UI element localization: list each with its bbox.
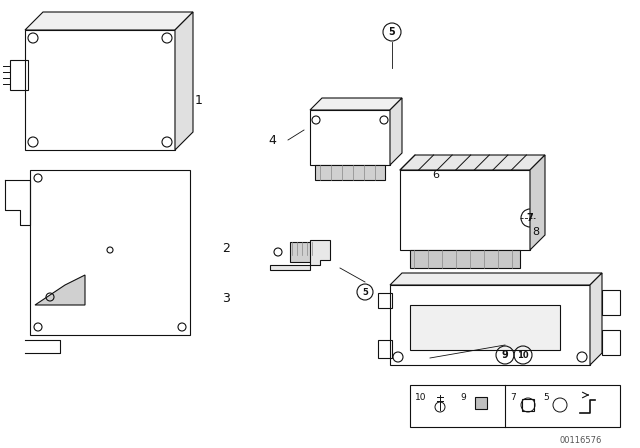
Text: 7: 7 — [527, 213, 533, 223]
Bar — [522, 399, 534, 411]
Bar — [602, 330, 620, 355]
Polygon shape — [270, 240, 330, 270]
Text: 9: 9 — [460, 392, 466, 401]
Polygon shape — [530, 155, 545, 250]
Text: 6: 6 — [432, 170, 439, 180]
Text: 5: 5 — [388, 27, 396, 37]
Text: 5: 5 — [362, 288, 368, 297]
Text: 10: 10 — [415, 392, 426, 401]
Bar — [410, 305, 560, 350]
Text: 8: 8 — [532, 227, 539, 237]
Bar — [315, 165, 385, 180]
Bar — [378, 293, 392, 308]
Bar — [475, 397, 487, 409]
Polygon shape — [400, 155, 545, 170]
Text: 4: 4 — [268, 134, 276, 146]
Bar — [310, 110, 390, 165]
Polygon shape — [25, 12, 193, 30]
Polygon shape — [175, 12, 193, 150]
Text: 1: 1 — [195, 94, 203, 107]
Bar — [390, 285, 590, 365]
Text: 3: 3 — [222, 292, 230, 305]
Text: 00116576: 00116576 — [560, 435, 602, 444]
Polygon shape — [590, 273, 602, 365]
Polygon shape — [390, 273, 602, 285]
Text: 10: 10 — [517, 350, 529, 359]
Polygon shape — [390, 98, 402, 165]
Bar — [410, 385, 620, 427]
Text: 7: 7 — [510, 392, 516, 401]
Bar — [602, 290, 620, 315]
Bar — [410, 250, 520, 268]
Bar — [10, 60, 28, 90]
Polygon shape — [310, 98, 402, 110]
Bar — [30, 170, 190, 335]
Text: 5: 5 — [543, 392, 548, 401]
Polygon shape — [35, 275, 85, 305]
Text: 2: 2 — [222, 241, 230, 254]
Bar — [400, 170, 530, 250]
Bar — [25, 30, 175, 150]
Bar — [290, 242, 318, 262]
Text: 9: 9 — [502, 350, 508, 360]
Bar — [378, 340, 392, 358]
